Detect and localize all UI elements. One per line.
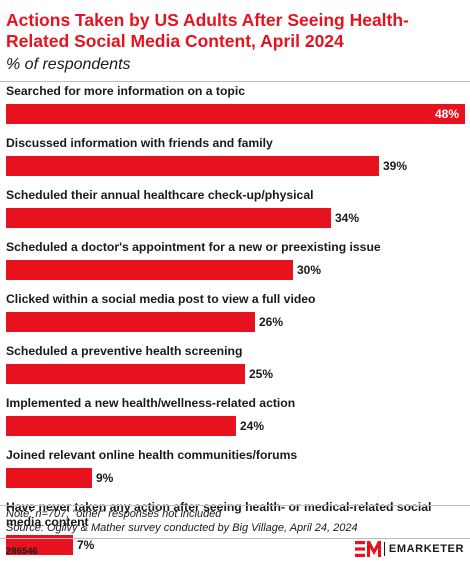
bar-value-label: 26% [259,315,284,329]
bar-value-label: 39% [383,159,408,173]
bar-track: 7% [0,535,470,557]
bar-track: 9% [0,468,470,490]
bar [6,416,236,436]
bar-track: 24% [0,416,470,438]
bar [6,156,379,176]
bar [6,535,73,555]
bar-track: 25% [0,364,470,386]
chart-subtitle: % of respondents [6,56,131,73]
emarketer-logo: EMARKETER [354,540,464,558]
chart-title: Actions Taken by US Adults After Seeing … [6,10,409,51]
bar-value-label: 24% [240,419,265,433]
brand-name: EMARKETER [388,543,464,555]
bar-category-label: Implemented a new health/wellness-relate… [6,396,296,410]
bar-row: Discussed information with friends and f… [0,136,470,178]
top-divider [0,81,470,82]
bar-track: 34% [0,208,470,230]
bar-row: Clicked within a social media post to vi… [0,292,470,334]
note-line: Note: n=707; "other" responses not inclu… [6,508,222,520]
bar-row: Have never taken any action after seeing… [0,500,470,557]
bar-category-label: Have never taken any action after seeing… [6,500,432,529]
bar-category-label: Joined relevant online health communitie… [6,448,298,462]
bar [6,364,245,384]
bar-chart: Searched for more information on a topic… [0,84,470,557]
bar-value-label: 25% [249,367,274,381]
footer-divider [0,538,470,539]
bar-track: 26% [0,312,470,334]
bar [6,468,92,488]
bar-row: Scheduled a doctor's appointment for a n… [0,240,470,282]
source-line: Source: Ogilvy & Mather survey conducted… [6,522,358,534]
bar [6,312,255,332]
bar-value-label: 48% [434,107,459,121]
logo-separator [383,542,385,556]
bar-track: 48% [0,104,470,126]
bar-category-label: Scheduled a doctor's appointment for a n… [6,240,381,254]
bar-row: Implemented a new health/wellness-relate… [0,396,470,438]
bar-value-label: 34% [335,211,360,225]
chart-notes: Note: n=707; "other" responses not inclu… [6,507,358,535]
bar-category-label: Clicked within a social media post to vi… [6,292,316,306]
bar-value-label: 7% [77,538,95,552]
em-logo-icon [354,541,381,557]
bar-row: Scheduled their annual healthcare check-… [0,188,470,230]
bar [6,208,331,228]
bar-row: Scheduled a preventive health screening 2… [0,344,470,386]
bar-track: 39% [0,156,470,178]
notes-divider [0,505,470,506]
bar-category-label: Scheduled a preventive health screening [6,344,243,358]
bar-track: 30% [0,260,470,282]
bar-value-label: 9% [96,471,114,485]
bar-row: Joined relevant online health communitie… [0,448,470,490]
bar-value-label: 30% [297,263,322,277]
bar-category-label: Scheduled their annual healthcare check-… [6,188,314,202]
bar-category-label: Searched for more information on a topic [6,84,246,98]
bar [6,104,465,124]
chart-id: 286546 [6,546,38,557]
bar [6,260,293,280]
bar-row: Searched for more information on a topic… [0,84,470,126]
bar-category-label: Discussed information with friends and f… [6,136,273,150]
